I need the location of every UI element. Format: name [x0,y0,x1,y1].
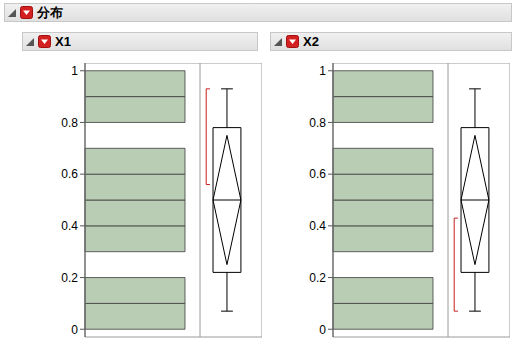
svg-text:0.6: 0.6 [61,167,78,181]
html-text:X2: X2 [303,34,319,49]
svg-text:1: 1 [71,64,78,78]
svg-text:0.8: 0.8 [61,116,78,130]
html-text:X1: X1 [55,34,71,49]
svg-text:0.8: 0.8 [309,116,326,130]
svg-text:0.2: 0.2 [61,271,78,285]
svg-text:0: 0 [71,323,78,337]
svg-text:0: 0 [319,323,326,337]
svg-text:0.4: 0.4 [61,219,78,233]
svg-text:0.2: 0.2 [309,271,326,285]
html-text:分布: 分布 [37,4,63,20]
svg-text:1: 1 [319,64,326,78]
svg-text:0.6: 0.6 [309,167,326,181]
svg-text:0.4: 0.4 [309,219,326,233]
